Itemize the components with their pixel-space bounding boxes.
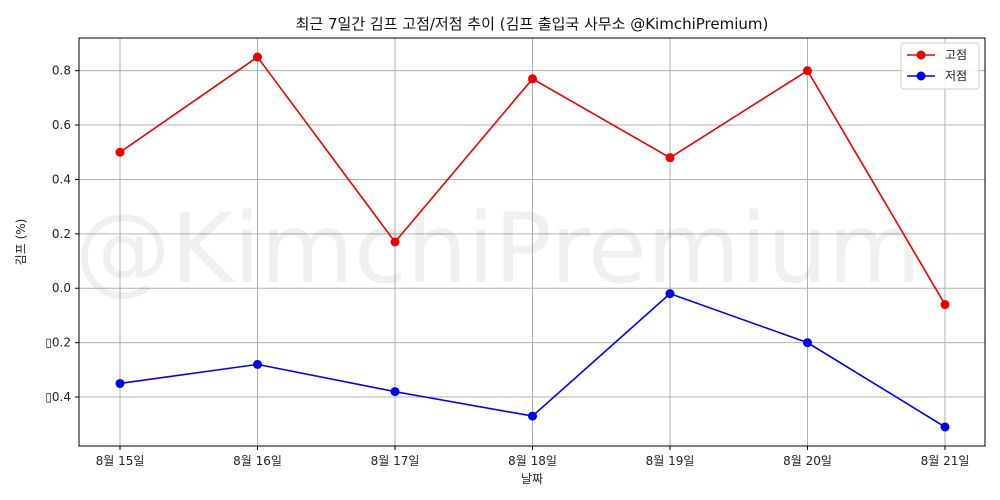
legend-label: 저점: [945, 69, 967, 83]
x-tick-label: 8월 15일: [96, 454, 145, 468]
y-axis-label: 김프 (%): [14, 219, 28, 266]
data-point: [253, 359, 262, 369]
data-point: [115, 147, 125, 157]
y-axis-ticks: ▯0.4 ▯0.2 0.0 0.2 0.4 0.6 0.8: [45, 64, 79, 404]
data-point: [390, 387, 400, 397]
data-point: [940, 300, 950, 310]
data-point: [665, 153, 675, 163]
y-tick-label: 0.6: [52, 118, 71, 132]
data-point: [665, 289, 675, 299]
legend-swatch-marker: [916, 50, 926, 60]
x-axis-label: 날짜: [521, 472, 543, 486]
legend-box: [900, 42, 980, 90]
x-axis-ticks: 8월 15일 8월 16일 8월 17일 8월 18일 8월 19일 8월 20일 8월 2…: [96, 446, 970, 468]
plot-frame: [78, 37, 986, 447]
grid: [79, 38, 985, 446]
x-tick-label: 8월 21일: [921, 454, 970, 468]
x-tick-label: 8월 19일: [646, 454, 695, 468]
data-point: [528, 74, 537, 84]
chart-title: 최근 7일간 김프 고점/저점 추이 (김프 출입국 사무소 @KimchiPr…: [296, 15, 769, 33]
legend-label: 고점: [945, 48, 967, 62]
data-point: [803, 66, 812, 76]
y-tick-label: ▯0.4: [45, 390, 71, 404]
series-lines: [115, 52, 950, 432]
series-high: [115, 52, 950, 310]
y-tick-label: ▯0.2: [45, 336, 71, 350]
y-tick-label: 0.0: [52, 281, 71, 295]
y-tick-label: 0.4: [52, 172, 71, 186]
data-point: [253, 52, 262, 62]
x-tick-label: 8월 20일: [783, 454, 832, 468]
x-tick-label: 8월 17일: [371, 454, 420, 468]
data-point: [528, 411, 537, 421]
x-tick-label: 8월 16일: [233, 454, 282, 468]
data-point: [390, 237, 400, 247]
watermark: @KimchiPremium: [75, 193, 922, 305]
legend-swatch-marker: [916, 71, 926, 81]
data-point: [803, 338, 812, 348]
y-tick-label: 0.2: [52, 227, 71, 241]
data-point: [115, 378, 125, 388]
data-point: [940, 422, 950, 432]
series-low: [115, 289, 950, 432]
y-tick-label: 0.8: [52, 64, 71, 78]
x-tick-label: 8월 18일: [508, 454, 557, 468]
